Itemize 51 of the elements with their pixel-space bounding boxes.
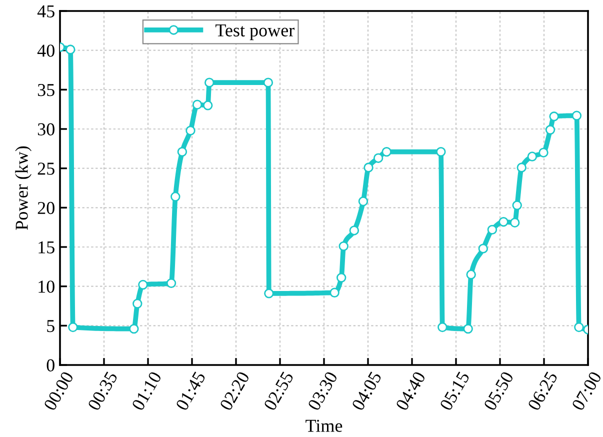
point: [192, 100, 202, 110]
point: [364, 162, 374, 172]
point: [263, 78, 274, 88]
point: [438, 322, 448, 332]
point: [436, 146, 446, 157]
point: [487, 224, 498, 235]
point: [132, 298, 142, 308]
point: [338, 241, 348, 252]
y-axis-title: Power (kw): [15, 146, 32, 230]
y-tick-label: 40: [37, 44, 54, 57]
point: [349, 226, 360, 236]
point: [202, 100, 213, 110]
point: [527, 152, 538, 162]
point: [463, 324, 473, 334]
point: [574, 322, 584, 332]
x-axis-title: Time: [306, 420, 342, 432]
point: [516, 162, 526, 172]
point: [549, 112, 559, 122]
point: [129, 324, 139, 334]
point: [330, 288, 340, 298]
point: [510, 218, 520, 228]
y-tick-label: 20: [38, 202, 54, 214]
point: [572, 110, 582, 120]
y-tick-label: 15: [38, 241, 54, 254]
point: [177, 146, 188, 157]
point: [170, 192, 180, 202]
point: [264, 288, 274, 298]
y-tick-label: 0: [46, 359, 54, 372]
point: [373, 153, 384, 163]
point: [186, 126, 196, 136]
point: [512, 200, 522, 210]
y-tick-label: 30: [38, 123, 54, 136]
point: [138, 280, 148, 290]
point: [66, 44, 76, 54]
y-tick-label: 10: [38, 280, 54, 293]
point: [382, 146, 392, 157]
point: [166, 278, 176, 288]
point: [538, 148, 548, 158]
point: [545, 124, 556, 135]
point: [466, 270, 476, 280]
point: [336, 272, 346, 283]
point: [358, 196, 368, 206]
legend-label: Test power: [215, 24, 294, 40]
y-tick-label: 25: [38, 162, 54, 175]
point: [68, 322, 78, 332]
y-tick-label: 45: [37, 5, 54, 18]
point: [498, 216, 508, 227]
y-tick-label: 35: [38, 84, 54, 96]
y-tick-label: 5: [47, 320, 54, 332]
point: [478, 244, 488, 254]
point: [204, 78, 214, 88]
